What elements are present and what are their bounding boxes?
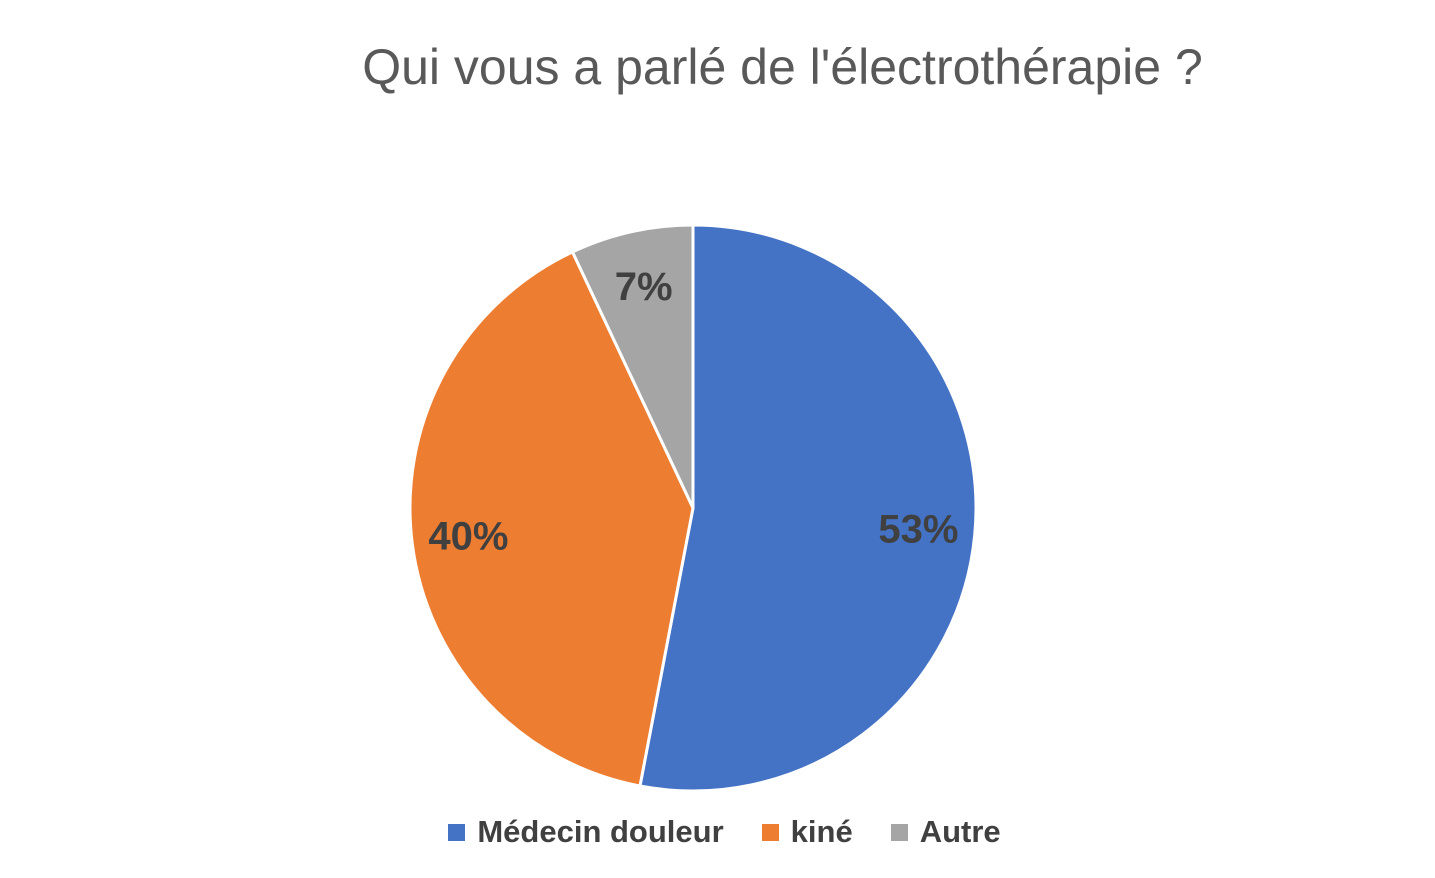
- pie-slice-2: [408, 250, 695, 788]
- legend-label: Autre: [919, 814, 1001, 849]
- legend-item-2: kiné: [761, 814, 853, 850]
- pie-data-labels: 53% 40% 7%: [428, 265, 958, 558]
- data-label-3: 7%: [615, 265, 673, 309]
- data-label-2: 40%: [428, 514, 508, 558]
- legend-swatch: [761, 823, 779, 841]
- legend-label: Médecin douleur: [477, 814, 724, 849]
- legend-swatch: [448, 823, 466, 841]
- pie-slice-1: [638, 223, 978, 793]
- chart-title: Qui vous a parlé de l'électrothérapie ?: [362, 39, 1203, 95]
- legend-item-3: Autre: [890, 814, 1001, 850]
- pie-slice-3: [571, 223, 695, 510]
- pie-slices: [408, 223, 978, 793]
- legend: Médecin douleur kiné Autre: [0, 814, 1435, 850]
- legend-label: kiné: [790, 814, 853, 849]
- legend-swatch: [890, 823, 908, 841]
- legend-item-1: Médecin douleur: [448, 814, 724, 850]
- data-label-1: 53%: [878, 507, 958, 551]
